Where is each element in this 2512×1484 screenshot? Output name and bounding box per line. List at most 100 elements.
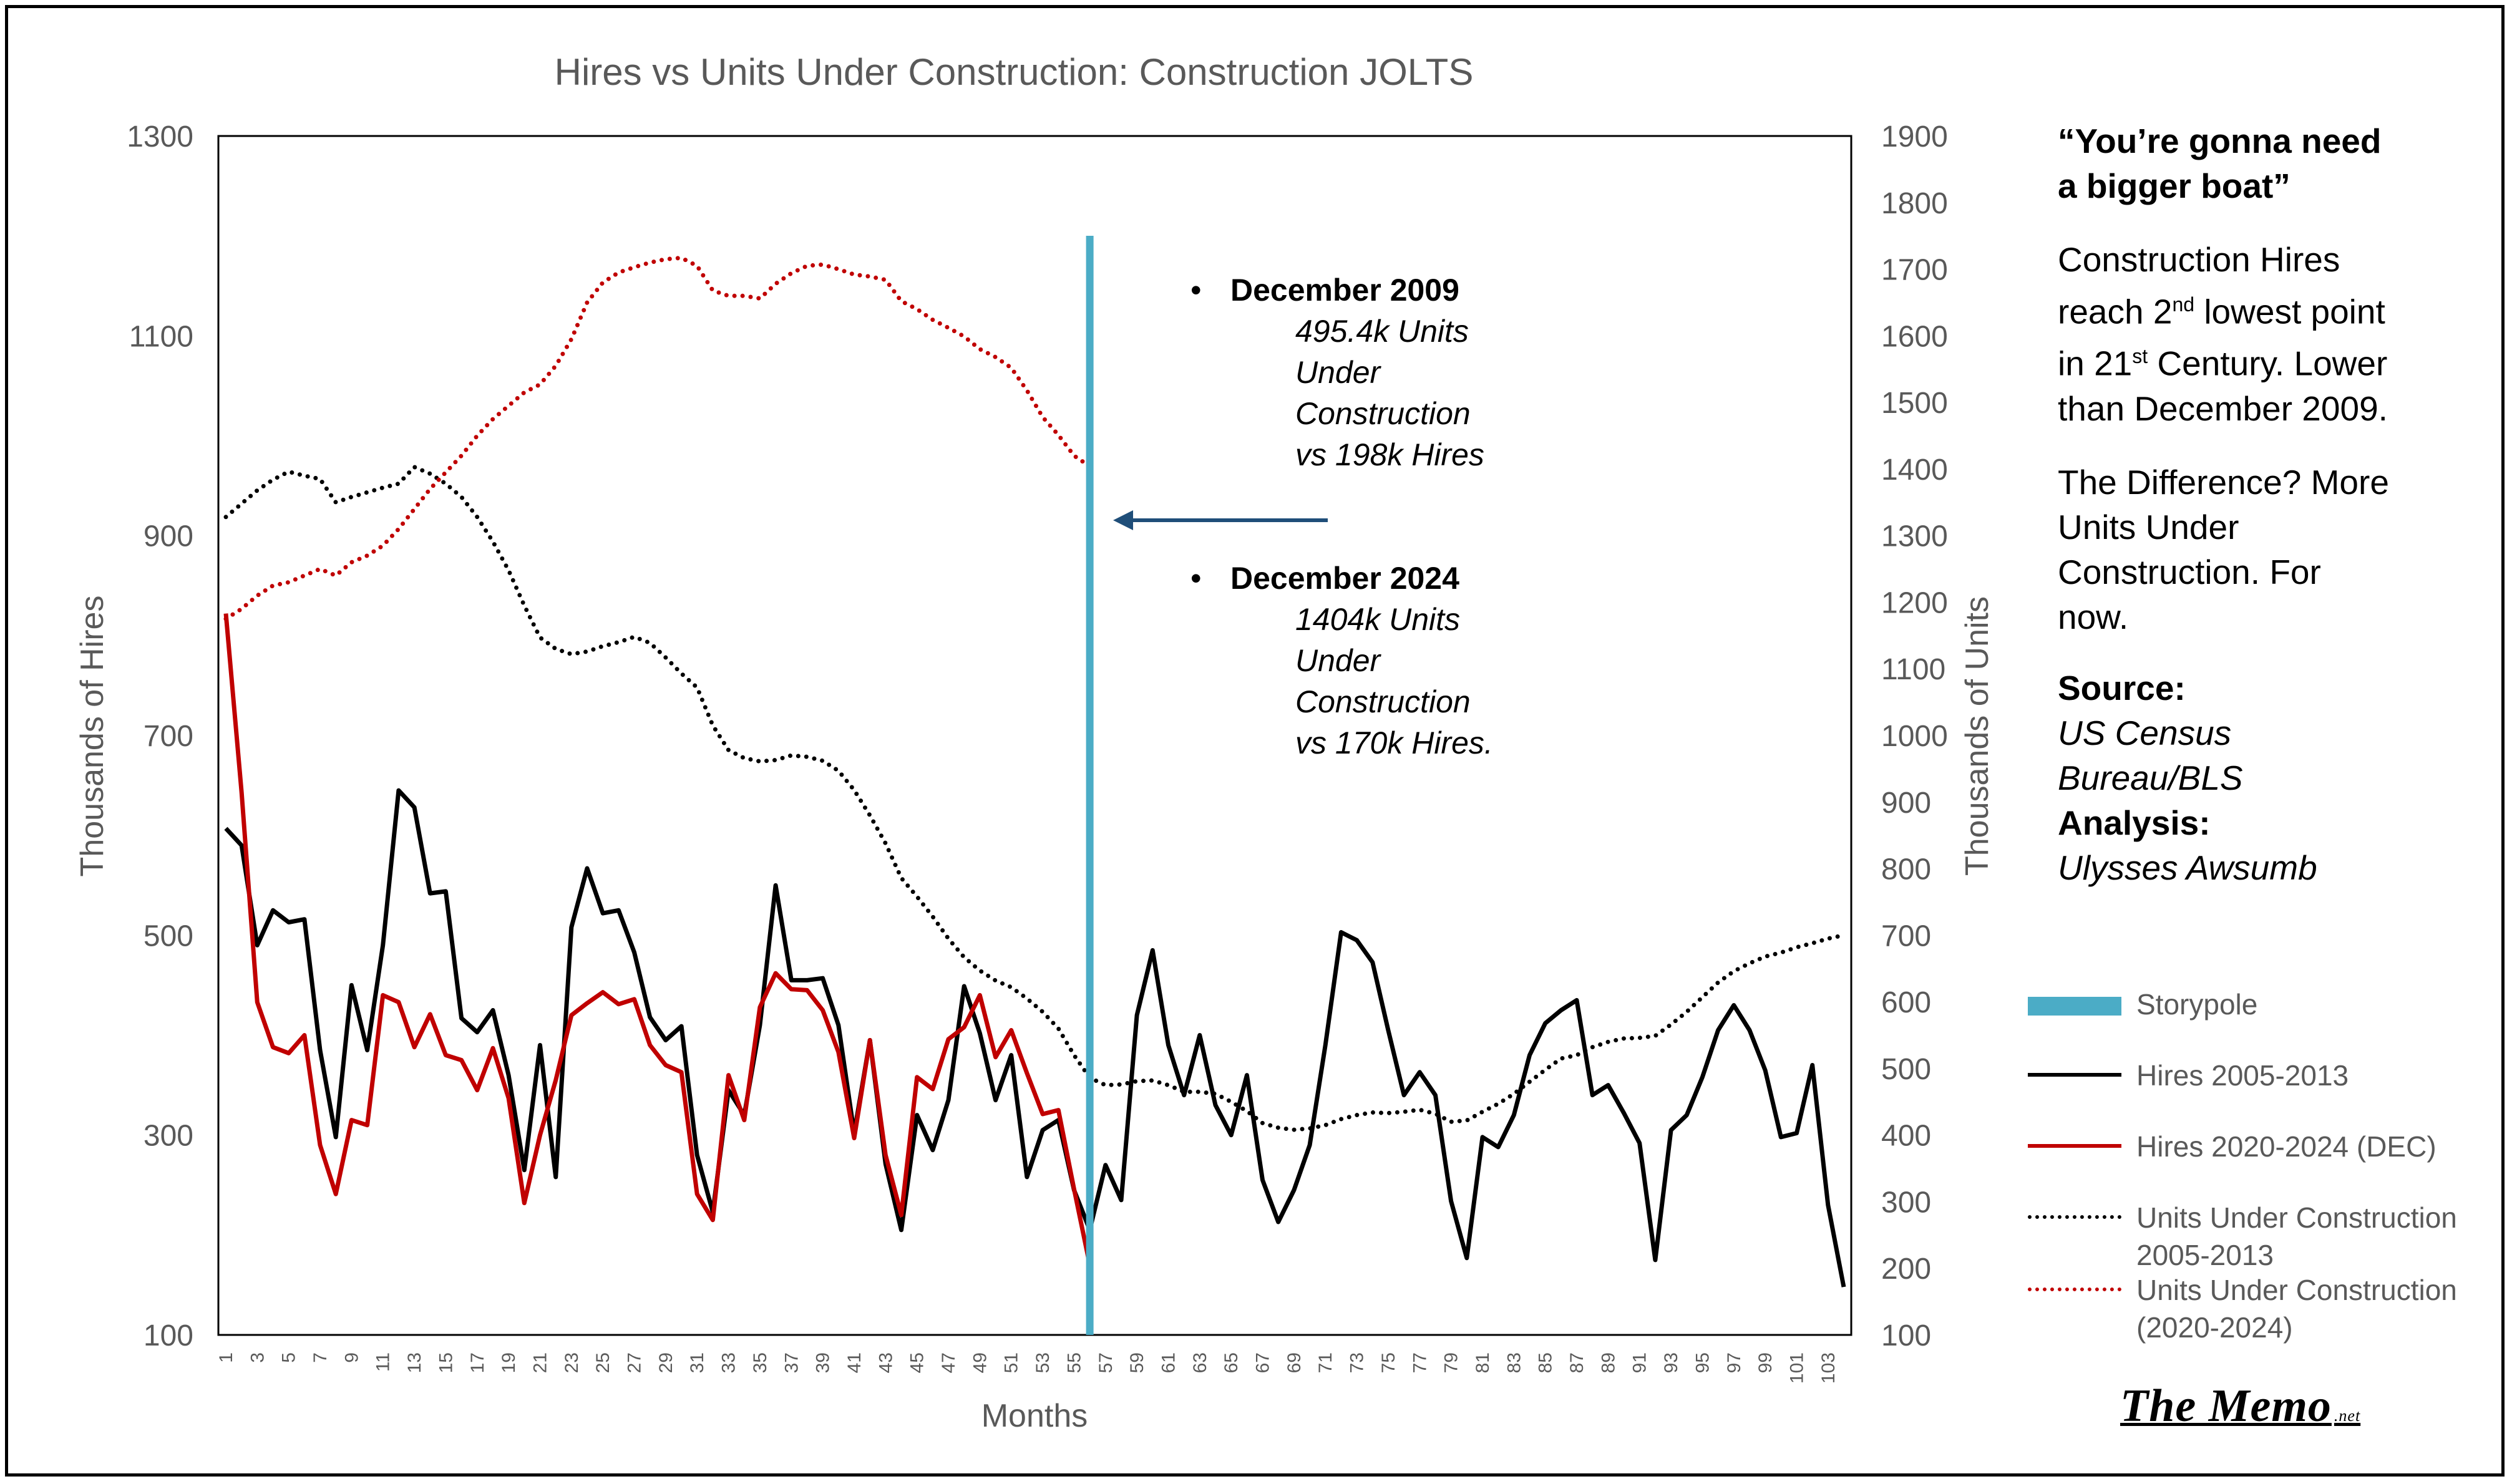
legend-item-units-2005: Units Under Construction 2005-2013 <box>2028 1199 2473 1274</box>
annotation-dec-2009-line: 495.4k Units <box>1295 314 1469 349</box>
legend-label: Units Under Construction (2020-2024) <box>2136 1274 2457 1344</box>
commentary-line: reach 2nd lowest point <box>2058 292 2385 331</box>
y-tick-label-right: 900 <box>1881 787 1931 820</box>
annotation-dec-2024: • December 2024 1404k Units Under Constr… <box>1190 561 1493 760</box>
quote-line: a bigger boat” <box>2058 167 2290 205</box>
commentary-panel: “You’re gonna need a bigger boat” Constr… <box>2058 119 2457 890</box>
y-axis-label-left: Thousands of Hires <box>74 596 110 877</box>
chart-frame <box>5 5 2505 1477</box>
commentary-line: Construction. For <box>2058 552 2321 591</box>
commentary-line: now. <box>2058 597 2129 636</box>
x-tick-label: 89 <box>1598 1352 1619 1373</box>
x-tick-label: 73 <box>1347 1352 1368 1373</box>
annotation-dec-2024-line: vs 170k Hires. <box>1295 725 1493 760</box>
analysis-value: Ulysses Awsumb <box>2058 848 2317 887</box>
x-tick-label: 21 <box>530 1352 550 1373</box>
legend-label: Hires 2005-2013 <box>2136 1059 2349 1092</box>
left-axis-ticks: 100 300 500 700 900 1100 1300 <box>127 120 193 1352</box>
x-tick-label: 31 <box>687 1352 708 1373</box>
source-value: Bureau/BLS <box>2058 758 2243 797</box>
x-tick-label: 41 <box>844 1352 865 1373</box>
y-tick-label-right: 800 <box>1881 853 1931 886</box>
commentary-line: in 21st Century. Lower <box>2058 344 2388 383</box>
y-tick-label-right: 1900 <box>1881 120 1948 153</box>
commentary-line: The Difference? More <box>2058 462 2389 502</box>
y-tick-label-right: 1200 <box>1881 586 1948 619</box>
series-layer <box>223 255 1846 1288</box>
x-tick-label: 63 <box>1190 1352 1210 1373</box>
x-tick-label: 87 <box>1567 1352 1587 1373</box>
y-tick-label-left: 1100 <box>129 320 193 353</box>
x-tick-label: 27 <box>625 1352 645 1373</box>
series-line-hires-2020-2024-dec <box>223 613 1093 1266</box>
y-tick-label-left: 900 <box>144 520 193 553</box>
x-tick-label: 5 <box>279 1352 299 1363</box>
x-tick-label: 81 <box>1473 1352 1493 1373</box>
legend-item-hires-2005: Hires 2005-2013 <box>2028 1057 2473 1094</box>
x-tick-label: 17 <box>467 1352 488 1373</box>
commentary-line: than December 2009. <box>2058 389 2388 428</box>
y-tick-label-left: 500 <box>144 919 193 953</box>
x-tick-label: 79 <box>1441 1352 1462 1373</box>
x-tick-label: 15 <box>436 1352 456 1373</box>
x-tick-label: 37 <box>781 1352 802 1373</box>
x-tick-label: 85 <box>1536 1352 1556 1373</box>
legend-swatch <box>2028 1057 2121 1092</box>
plot-area-border <box>217 135 1852 1336</box>
annotation-dec-2024-title: December 2024 <box>1230 561 1459 596</box>
x-tick-label: 7 <box>310 1352 331 1363</box>
right-axis-ticks: 100 200 300 400 500 600 700 800 900 1000 1100 1200 1… <box>1881 120 1948 1352</box>
x-tick-label: 75 <box>1378 1352 1399 1373</box>
x-tick-label: 103 <box>1818 1352 1839 1384</box>
y-tick-label-right: 700 <box>1881 919 1931 953</box>
x-tick-label: 71 <box>1315 1352 1336 1373</box>
annotation-dec-2024-line: Under <box>1295 643 1382 678</box>
legend-label: Hires 2020-2024 (DEC) <box>2136 1130 2437 1163</box>
x-tick-label: 47 <box>938 1352 959 1373</box>
y-tick-label-right: 300 <box>1881 1186 1931 1219</box>
legend-swatch <box>2028 1199 2121 1234</box>
x-tick-label: 67 <box>1253 1352 1273 1373</box>
annotation-dec-2009-line: Construction <box>1295 396 1471 431</box>
commentary-line: Construction Hires <box>2058 240 2340 279</box>
x-tick-label: 99 <box>1755 1352 1776 1373</box>
annotation-dec-2009-title: December 2009 <box>1230 273 1459 308</box>
y-tick-label-right: 1400 <box>1881 453 1948 487</box>
commentary-line: Units Under <box>2058 507 2239 546</box>
x-tick-label: 91 <box>1630 1352 1650 1373</box>
y-tick-label-right: 1500 <box>1881 387 1948 420</box>
x-tick-label: 69 <box>1284 1352 1305 1373</box>
annotation-dec-2009: • December 2009 495.4k Units Under Const… <box>1190 273 1484 472</box>
y-tick-label-left: 700 <box>144 720 193 753</box>
x-tick-label: 95 <box>1692 1352 1713 1373</box>
annotation-bullet: • <box>1190 561 1202 596</box>
chart-title: Hires vs Units Under Construction: Const… <box>555 51 1474 93</box>
series-line-units-under-construction-2020-2024 <box>223 255 1093 621</box>
annotation-dec-2009-line: vs 198k Hires <box>1295 437 1484 472</box>
y-tick-label-right: 1800 <box>1881 187 1948 220</box>
x-tick-label: 23 <box>562 1352 582 1373</box>
source-block: Source: US Census Bureau/BLS Analysis: U… <box>2058 666 2457 890</box>
legend-item-units-2020: Units Under Construction (2020-2024) <box>2028 1271 2473 1346</box>
legend-swatch <box>2028 1271 2121 1306</box>
x-tick-label: 65 <box>1221 1352 1242 1373</box>
y-tick-label-right: 500 <box>1881 1053 1931 1086</box>
x-tick-label: 33 <box>719 1352 739 1373</box>
x-tick-label: 39 <box>813 1352 834 1373</box>
x-tick-label: 19 <box>499 1352 519 1373</box>
source-value: US Census <box>2058 713 2232 752</box>
x-tick-label: 59 <box>1127 1352 1147 1373</box>
y-tick-label-right: 1700 <box>1881 254 1948 287</box>
x-tick-label: 35 <box>750 1352 771 1373</box>
x-tick-label: 43 <box>875 1352 896 1373</box>
y-axis-label-right: Thousands of Units <box>1959 596 1995 876</box>
x-tick-label: 25 <box>593 1352 613 1373</box>
quote-line: “You’re gonna need <box>2058 122 2382 160</box>
source-label: Source: <box>2058 668 2186 707</box>
commentary-paragraph: Construction Hires reach 2nd lowest poin… <box>2058 237 2457 431</box>
x-tick-label: 11 <box>373 1352 394 1372</box>
y-tick-label-right: 200 <box>1881 1253 1931 1286</box>
y-tick-label-right: 1600 <box>1881 320 1948 353</box>
x-tick-label: 49 <box>970 1352 990 1373</box>
